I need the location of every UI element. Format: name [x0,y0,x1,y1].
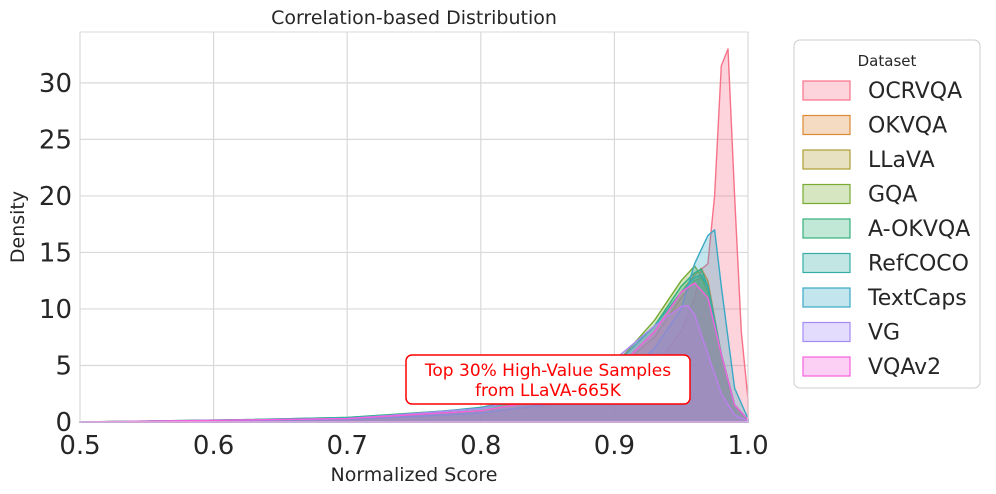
legend: Dataset OCRVQA OKVQA LLaVA GQA A-OKVQA RefCOC… [793,39,981,389]
legend-swatch-textcaps [802,287,851,308]
y-tick-label: 0 [55,408,72,438]
plot-border [79,31,749,423]
legend-label-gqa: GQA [868,183,917,208]
legend-label-vg: VG [868,321,900,346]
legend-title: Dataset [858,52,917,70]
x-tick-label: 0.5 [59,431,100,461]
x-tick-label: 0.8 [460,431,501,461]
legend-items: OCRVQA OKVQA LLaVA GQA A-OKVQA RefCOCO TextCap… [802,79,970,380]
legend-swatch-llava [802,149,851,170]
legend-frame [793,39,981,389]
x-axis-label: Normalized Score [330,464,497,486]
x-tick-label: 0.7 [327,431,368,461]
legend-label-textcaps: TextCaps [867,286,967,311]
legend-label-llava: LLaVA [868,148,935,173]
legend-label-ocrvqa: OCRVQA [868,79,962,104]
legend-swatch-vg [802,321,851,343]
legend-swatch-okvqa [802,114,851,136]
y-tick-label: 10 [39,295,72,325]
legend-swatch-ocrvqa [802,80,851,101]
x-tick-label: 0.9 [594,431,635,461]
annotation-box: Top 30% High-Value Samples from LLaVA-66… [405,354,691,405]
annotation-line-1: Top 30% High-Value Samples [424,361,671,381]
chart-title: Correlation-based Distribution [271,7,557,29]
y-tick-label: 15 [39,238,72,268]
annotation-frame [405,354,691,405]
legend-label-refcoco: RefCOCO [868,252,969,277]
y-axis-label: Density [7,191,29,263]
legend-swatch-vqav2 [802,356,851,377]
legend-label-okvqa: OKVQA [868,114,947,139]
legend-label-a-okvqa: A-OKVQA [868,217,970,242]
x-tick-label: 1.0 [727,431,768,461]
legend-swatch-refcoco [802,252,851,274]
x-axis-ticks: 0.5 0.6 0.7 0.8 0.9 1.0 [59,431,768,461]
y-tick-label: 5 [55,351,72,381]
x-tick-label: 0.6 [193,431,234,461]
y-tick-label: 30 [39,69,72,99]
y-axis-ticks: 0 5 10 15 20 25 30 [39,69,72,438]
legend-swatch-a-okvqa [802,218,851,239]
annotation-line-2: from LLaVA-665K [475,381,622,401]
y-tick-label: 25 [39,125,72,155]
legend-swatch-gqa [802,183,851,205]
y-tick-label: 20 [39,182,72,212]
legend-label-vqav2: VQAv2 [868,355,941,380]
